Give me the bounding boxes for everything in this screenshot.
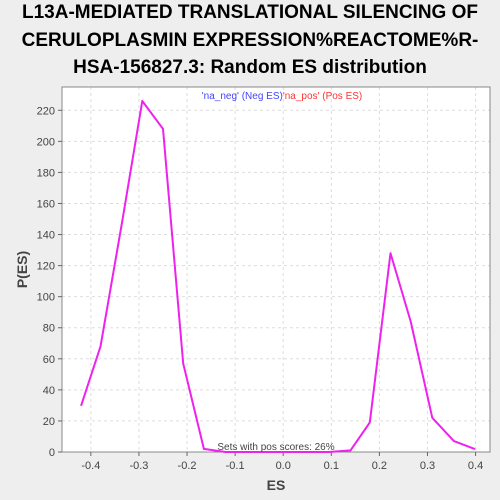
data-point [368, 421, 371, 424]
y-tick-label: 180 [37, 167, 55, 179]
data-point [182, 362, 184, 365]
x-tick-label: -0.2 [178, 460, 197, 472]
data-point [99, 345, 102, 348]
x-tick-label: -0.4 [81, 460, 100, 472]
data-point [243, 451, 246, 453]
y-tick-label: 220 [37, 105, 55, 117]
x-tick-label: 0.0 [276, 460, 291, 472]
data-point [121, 221, 123, 223]
data-point [389, 252, 392, 254]
legend: 'na_neg' (Neg ES)'na_pos' (Pos ES) [202, 91, 363, 102]
data-point [80, 404, 83, 407]
legend-entry: 'na_neg' (Neg ES) [202, 91, 283, 102]
chart-title-line-1: L13A-MEDIATED TRANSLATIONAL SILENCING OF [22, 2, 478, 23]
y-tick-label: 40 [43, 385, 55, 397]
x-tick-label: 0.1 [324, 460, 339, 472]
y-tick-label: 140 [37, 230, 55, 242]
data-point [203, 448, 205, 450]
y-tick-label: 120 [37, 261, 55, 273]
data-point [453, 440, 455, 442]
data-point [473, 448, 476, 450]
y-tick-label: 0 [49, 447, 55, 459]
pos-scores-annotation: Sets with pos scores: 26% [217, 442, 334, 453]
plot-background [62, 87, 490, 452]
y-tick-label: 100 [37, 292, 55, 304]
data-point [306, 451, 309, 453]
data-point [409, 320, 412, 323]
chart-title-line-2: CERULOPLASMIN EXPRESSION%REACTOME%R- [21, 30, 479, 51]
y-tick-label: 60 [43, 354, 55, 366]
y-tick-label: 80 [43, 323, 55, 335]
x-axis-label: ES [267, 477, 286, 493]
data-point [282, 451, 285, 453]
x-tick-label: 0.4 [468, 460, 483, 472]
y-tick-label: 200 [37, 136, 55, 148]
data-point [431, 417, 434, 419]
chart-title-line-3: HSA-156827.3: Random ES distribution [73, 57, 427, 78]
data-point [349, 449, 352, 452]
y-tick-label: 160 [37, 198, 55, 210]
data-point [328, 451, 330, 453]
data-point [224, 451, 227, 453]
x-tick-label: -0.3 [129, 460, 148, 472]
x-tick-label: -0.1 [226, 460, 245, 472]
data-point [162, 128, 164, 130]
legend-entry: 'na_pos' (Pos ES) [283, 91, 362, 102]
x-tick-label: 0.2 [372, 460, 387, 472]
data-point [141, 100, 144, 102]
y-tick-label: 20 [43, 416, 55, 428]
x-tick-label: 0.3 [420, 460, 435, 472]
y-axis-label: P(ES) [14, 251, 30, 288]
